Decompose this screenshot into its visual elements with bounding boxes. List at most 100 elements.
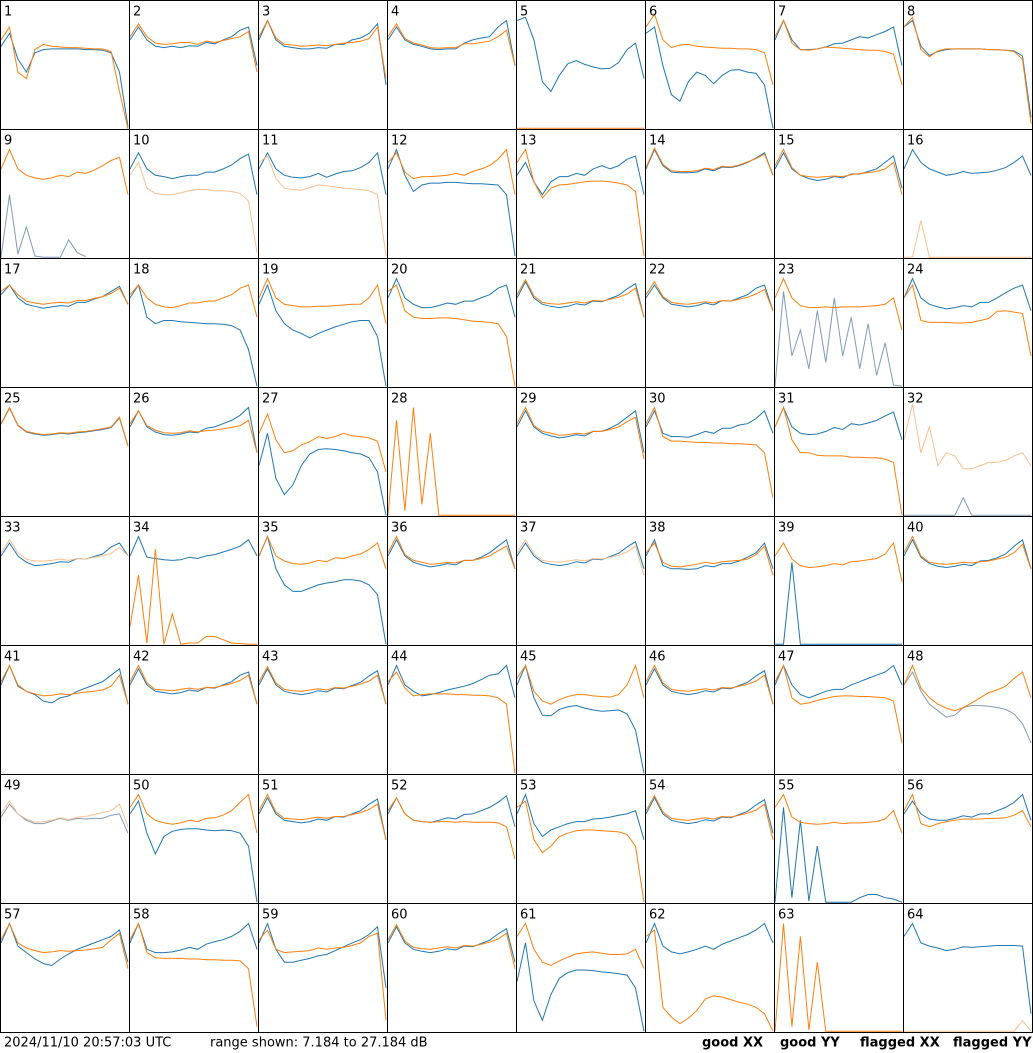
spectrum-line — [387, 277, 516, 318]
spectrum-line — [903, 148, 1032, 176]
panel-frame — [516, 516, 646, 646]
panel-title: 8 — [907, 5, 915, 20]
panel-frame — [645, 774, 775, 904]
panel-title: 36 — [391, 521, 408, 536]
spectrum-line — [387, 19, 516, 66]
panel-frame — [774, 129, 904, 259]
legend-entry: flagged XX — [860, 1036, 940, 1051]
panel-title: 42 — [133, 650, 150, 665]
spectrum-line — [516, 663, 645, 774]
spectrum-line — [0, 922, 129, 969]
spectrum-line — [774, 19, 903, 86]
panel-frame — [387, 774, 517, 904]
spectrum-line — [387, 284, 516, 387]
panel-frame — [645, 903, 775, 1033]
spectrum-line — [129, 922, 258, 1027]
panel-title: 20 — [391, 263, 408, 278]
spectrum-line — [645, 409, 774, 438]
spectrum-line — [258, 19, 387, 79]
spectrum-line — [903, 277, 1032, 311]
panel-frame — [903, 645, 1033, 775]
panel-title: 61 — [520, 908, 537, 923]
spectrum-line — [258, 922, 387, 989]
spectrum-line — [0, 194, 86, 258]
spectrum-line — [129, 667, 258, 705]
panel-frame — [387, 387, 517, 517]
spectrum-line — [258, 151, 387, 195]
panel-frame — [0, 774, 130, 904]
spectrum-line — [129, 664, 258, 705]
panel-frame — [258, 387, 388, 517]
spectrum-line — [774, 923, 902, 1032]
spectrum-line — [0, 542, 129, 567]
panel-title: 62 — [649, 908, 666, 923]
panel-title: 58 — [133, 908, 150, 923]
panel-frame — [387, 903, 517, 1033]
panel-title: 4 — [391, 5, 399, 20]
panel-title: 10 — [133, 134, 150, 149]
panel-title: 23 — [778, 263, 795, 278]
spectrum-line — [129, 922, 258, 954]
panel-title: 33 — [4, 521, 21, 536]
panel-frame — [387, 0, 517, 130]
spectrum-line — [258, 155, 387, 257]
panel-title: 51 — [262, 779, 279, 794]
spectrum-line — [903, 535, 1032, 569]
spectrum-line — [0, 803, 129, 834]
panel-frame — [129, 645, 259, 775]
spectrum-line — [258, 412, 387, 473]
panel-title: 54 — [649, 779, 666, 794]
spectrum-line — [258, 796, 387, 840]
panel-title: 56 — [907, 779, 924, 794]
panel-frame — [0, 903, 130, 1033]
spectrum-line — [129, 22, 258, 73]
spectrum-line — [516, 280, 645, 318]
spectrum-line — [645, 542, 774, 576]
spectrum-line — [516, 409, 645, 453]
spectrum-line — [516, 538, 645, 576]
spectrum-line — [387, 22, 516, 66]
panel-frame — [258, 0, 388, 130]
spectrum-line — [904, 220, 1031, 258]
panel-frame — [645, 387, 775, 517]
spectrum-line — [774, 406, 903, 440]
spectrum-line — [774, 277, 903, 331]
panel-title: 57 — [4, 908, 21, 923]
panel-frame — [258, 903, 388, 1033]
spectrum-line — [0, 284, 129, 305]
spectrum-line — [387, 535, 516, 569]
spectrum-line — [645, 147, 774, 176]
panel-title: 21 — [520, 263, 537, 278]
panel-frame — [258, 645, 388, 775]
panel-frame — [129, 387, 259, 517]
spectrum-line — [774, 19, 903, 66]
panel-title: 12 — [391, 134, 408, 149]
panel-title: 45 — [520, 650, 537, 665]
spectrum-line — [387, 923, 516, 969]
panel-frame — [903, 774, 1033, 904]
spectrum-line — [645, 794, 774, 840]
spectrum-line — [774, 151, 903, 189]
panel-title: 25 — [4, 392, 21, 407]
spectrum-line — [775, 562, 902, 645]
spectrum-line — [0, 664, 129, 705]
panel-frame — [774, 645, 904, 775]
panel-frame — [258, 516, 388, 646]
spectrum-line — [258, 793, 387, 840]
spectrum-line — [516, 148, 645, 257]
spectrum-line — [129, 535, 258, 561]
spectrum-line — [387, 407, 515, 516]
spectrum-line — [516, 793, 645, 840]
spectrum-line — [516, 922, 645, 969]
panel-title: 14 — [649, 134, 666, 149]
spectrum-line — [645, 929, 774, 1032]
panel-title: 41 — [4, 650, 21, 665]
panel-title: 35 — [262, 521, 279, 536]
spectrum-line — [903, 664, 1032, 712]
panel-title: 50 — [133, 779, 150, 794]
spectrum-line — [516, 278, 645, 318]
spectrum-line — [129, 26, 258, 66]
spectrum-line — [129, 549, 257, 645]
panel-title: 55 — [778, 779, 795, 794]
